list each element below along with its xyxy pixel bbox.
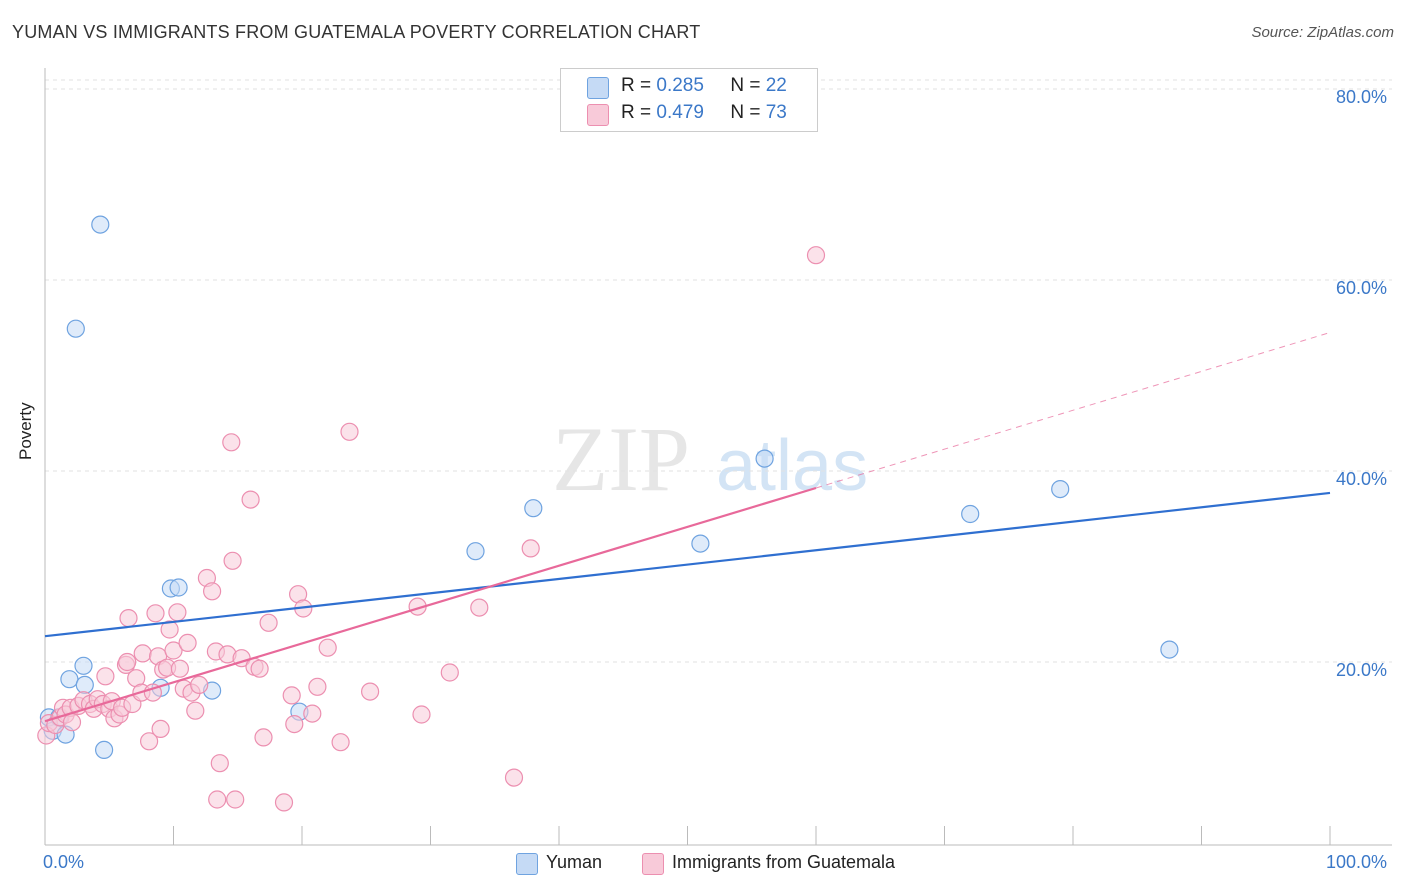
guatemala-point <box>282 686 301 705</box>
guatemala-point <box>96 667 115 686</box>
guatemala-point <box>504 768 524 787</box>
guatemala-point <box>412 705 431 724</box>
guatemala-point <box>361 682 380 701</box>
n-value: 73 <box>765 102 787 123</box>
yuman-point <box>91 215 110 234</box>
guatemala-point <box>254 728 273 747</box>
watermark-atlas: atlas <box>716 426 868 506</box>
guatemala-point <box>190 675 209 695</box>
yuman-point <box>60 670 79 689</box>
y-tick-label-60: 60.0% <box>1336 278 1388 298</box>
guatemala-point <box>440 663 459 682</box>
x-tick-label-min: 0.0% <box>43 852 85 872</box>
yuman-point <box>524 499 543 518</box>
guatemala-point <box>250 659 269 678</box>
yuman-trend-line <box>44 491 1331 638</box>
guatemala-point <box>340 422 359 441</box>
r-label: R = <box>621 102 652 123</box>
guatemala-point <box>160 620 179 639</box>
n-value: 22 <box>765 75 787 96</box>
guatemala-point <box>226 790 245 809</box>
guatemala-point <box>203 582 222 601</box>
guatemala-point <box>133 644 152 663</box>
guatemala-point <box>146 604 165 623</box>
r-value: 0.285 <box>656 75 704 96</box>
guatemala-point <box>164 641 183 660</box>
guatemala-point <box>210 754 229 773</box>
guatemala-point <box>170 659 189 678</box>
guatemala-point <box>186 701 205 720</box>
chart-title: YUMAN VS IMMIGRANTS FROM GUATEMALA POVER… <box>12 22 701 42</box>
legend-label-guatemala: Immigrants from Guatemala <box>672 852 896 872</box>
x-tick-label-max: 100.0% <box>1326 852 1388 872</box>
guatemala-point <box>151 719 170 739</box>
guatemala-point <box>222 433 241 452</box>
source-label: Source: ZipAtlas.com <box>1251 24 1394 41</box>
watermark-zip: ZIP <box>552 408 690 510</box>
guatemala-point <box>318 638 337 657</box>
guatemala-point <box>208 790 227 809</box>
guatemala-point <box>140 732 159 751</box>
legend-label-yuman: Yuman <box>546 852 603 872</box>
guatemala-point <box>118 652 137 672</box>
n-label: N = <box>730 102 761 123</box>
y-tick-label-80: 80.0% <box>1336 87 1388 107</box>
guatemala-point <box>62 713 82 732</box>
guatemala-point <box>178 633 197 653</box>
yuman-point <box>755 449 774 468</box>
guatemala-point <box>806 246 826 265</box>
yuman-point <box>94 740 114 760</box>
n-label: N = <box>730 75 761 96</box>
guatemala-trend-line-extension <box>815 332 1331 489</box>
yuman-legend-swatch <box>516 853 538 875</box>
trend-lines <box>44 332 1331 723</box>
gridlines <box>45 79 1392 663</box>
guatemala-points <box>37 246 826 812</box>
guatemala-point <box>274 793 294 812</box>
r-value: 0.479 <box>656 102 704 123</box>
y-tick-label-40: 40.0% <box>1336 469 1388 489</box>
guatemala-swatch <box>587 104 609 126</box>
guatemala-point <box>119 608 138 628</box>
watermark: ZIP atlas <box>552 408 868 510</box>
yuman-point <box>66 319 85 338</box>
yuman-point <box>691 534 710 553</box>
guatemala-point <box>223 551 242 570</box>
yuman-point <box>74 656 93 675</box>
guatemala-point <box>308 677 327 696</box>
guatemala-point <box>303 704 322 723</box>
yuman-point <box>961 504 980 524</box>
guatemala-point <box>470 598 489 617</box>
y-axis-label: Poverty <box>16 402 35 460</box>
yuman-point <box>75 675 94 695</box>
guatemala-point <box>241 490 260 509</box>
yuman-point <box>1051 480 1070 499</box>
yuman-point <box>1160 640 1179 659</box>
r-label: R = <box>621 75 652 96</box>
yuman-swatch <box>587 77 609 99</box>
stats-legend: R = 0.285 N = 22 R = 0.479 N = 73 <box>560 68 818 132</box>
guatemala-point <box>521 539 540 558</box>
yuman-point <box>466 542 485 561</box>
guatemala-point <box>168 603 187 622</box>
guatemala-point <box>331 733 350 752</box>
yuman-point <box>169 578 188 597</box>
guatemala-trend-line <box>44 486 817 723</box>
guatemala-legend-swatch <box>642 853 664 875</box>
guatemala-point <box>285 714 304 734</box>
guatemala-point <box>259 613 278 632</box>
y-tick-label-20: 20.0% <box>1336 660 1388 680</box>
